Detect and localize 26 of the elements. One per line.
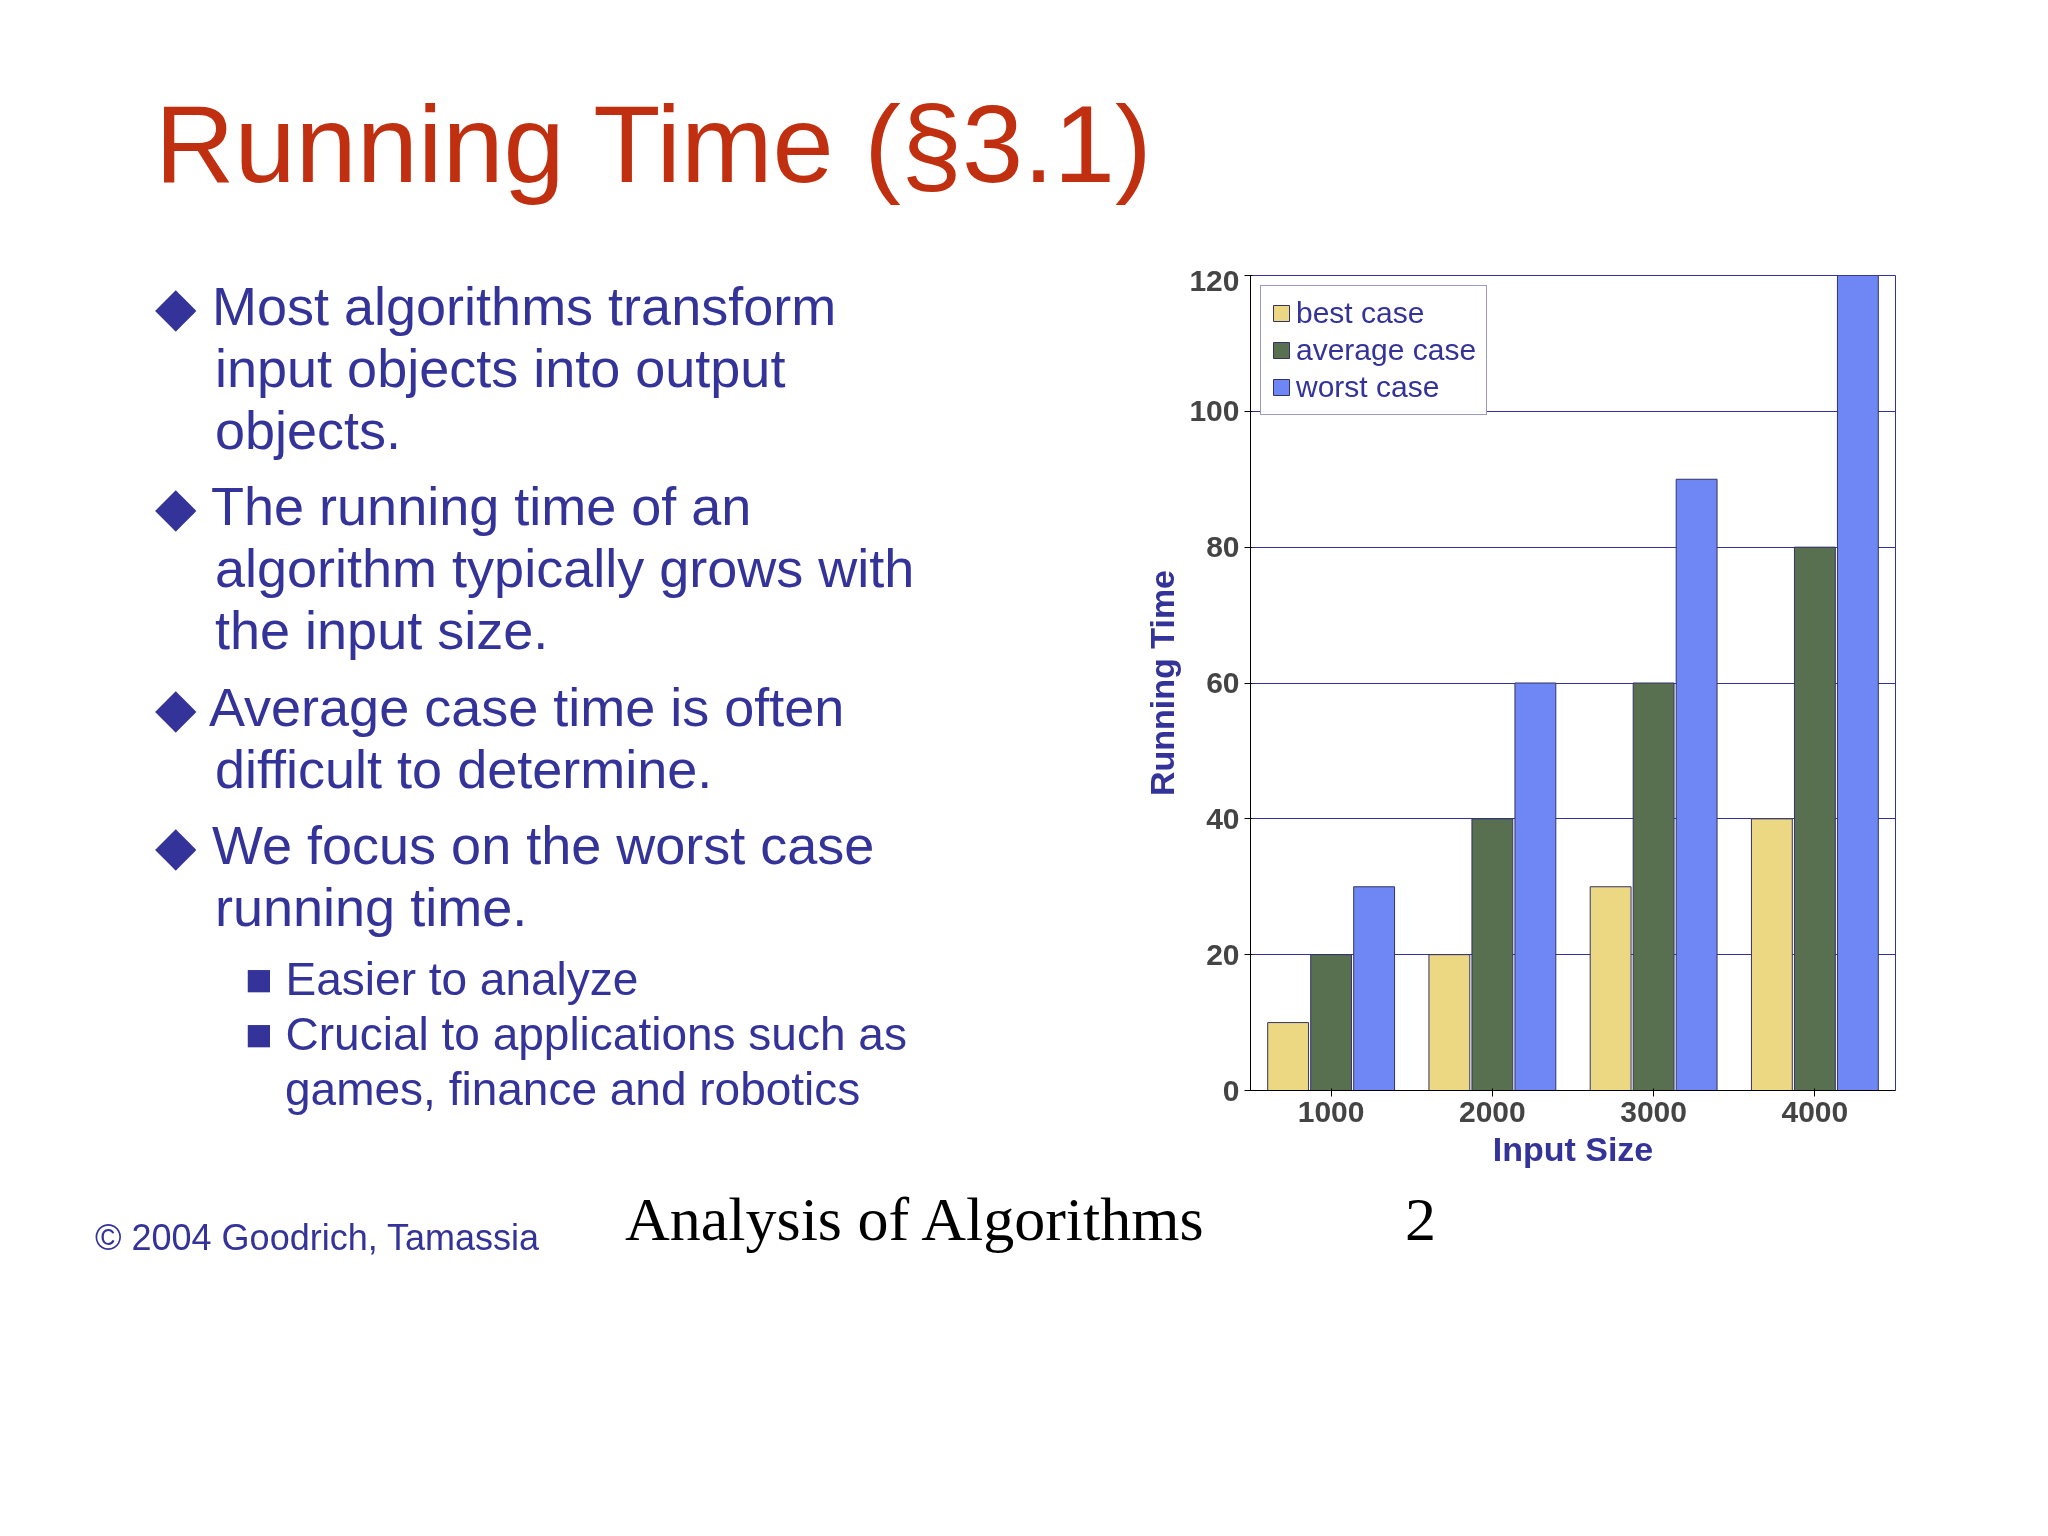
chart-title: Running Time (§3.1) (154, 81, 1152, 207)
text: ■ Easier to analyze (245, 951, 640, 1007)
text: ◆ We focus on the worst case running time. (155, 813, 876, 938)
text: ■ Crucial to applications such as games, finance and robotics (245, 1007, 908, 1118)
legend-label: worst case (1296, 370, 1440, 404)
x-axis-title: Input Size (1492, 1129, 1654, 1168)
y-tick-label: 0 (1222, 1073, 1240, 1107)
y-tick-label: 20 (1206, 937, 1240, 971)
text: ◆ Most algorithms transform input objects into output objects. (155, 275, 838, 462)
y-tick-label: 60 (1206, 666, 1240, 699)
y-tick-label: 100 (1189, 394, 1240, 428)
x-tick-label: 1000 (1297, 1094, 1365, 1128)
x-tick-label: 4000 (1781, 1094, 1849, 1128)
x-tick-label: 2000 (1459, 1094, 1526, 1128)
text: Analysis of Algorithms (625, 1184, 1205, 1255)
text: ◆ Average case time is often difficult to determine. (155, 675, 846, 800)
y-axis-title: Running Time (1143, 569, 1182, 797)
y-tick-label: 40 (1206, 801, 1240, 835)
text: ◆ The running time of an algorithm typically grows with the input size. (155, 475, 916, 662)
y-tick-label: 80 (1206, 530, 1240, 564)
legend-label: average case (1296, 333, 1477, 367)
y-tick-label: 120 (1189, 263, 1240, 297)
legend-label: best case (1296, 296, 1425, 330)
text: 2 (1405, 1184, 1436, 1255)
text: © 2004 Goodrich, Tamassia (94, 1216, 541, 1261)
x-tick-label: 3000 (1620, 1094, 1688, 1128)
